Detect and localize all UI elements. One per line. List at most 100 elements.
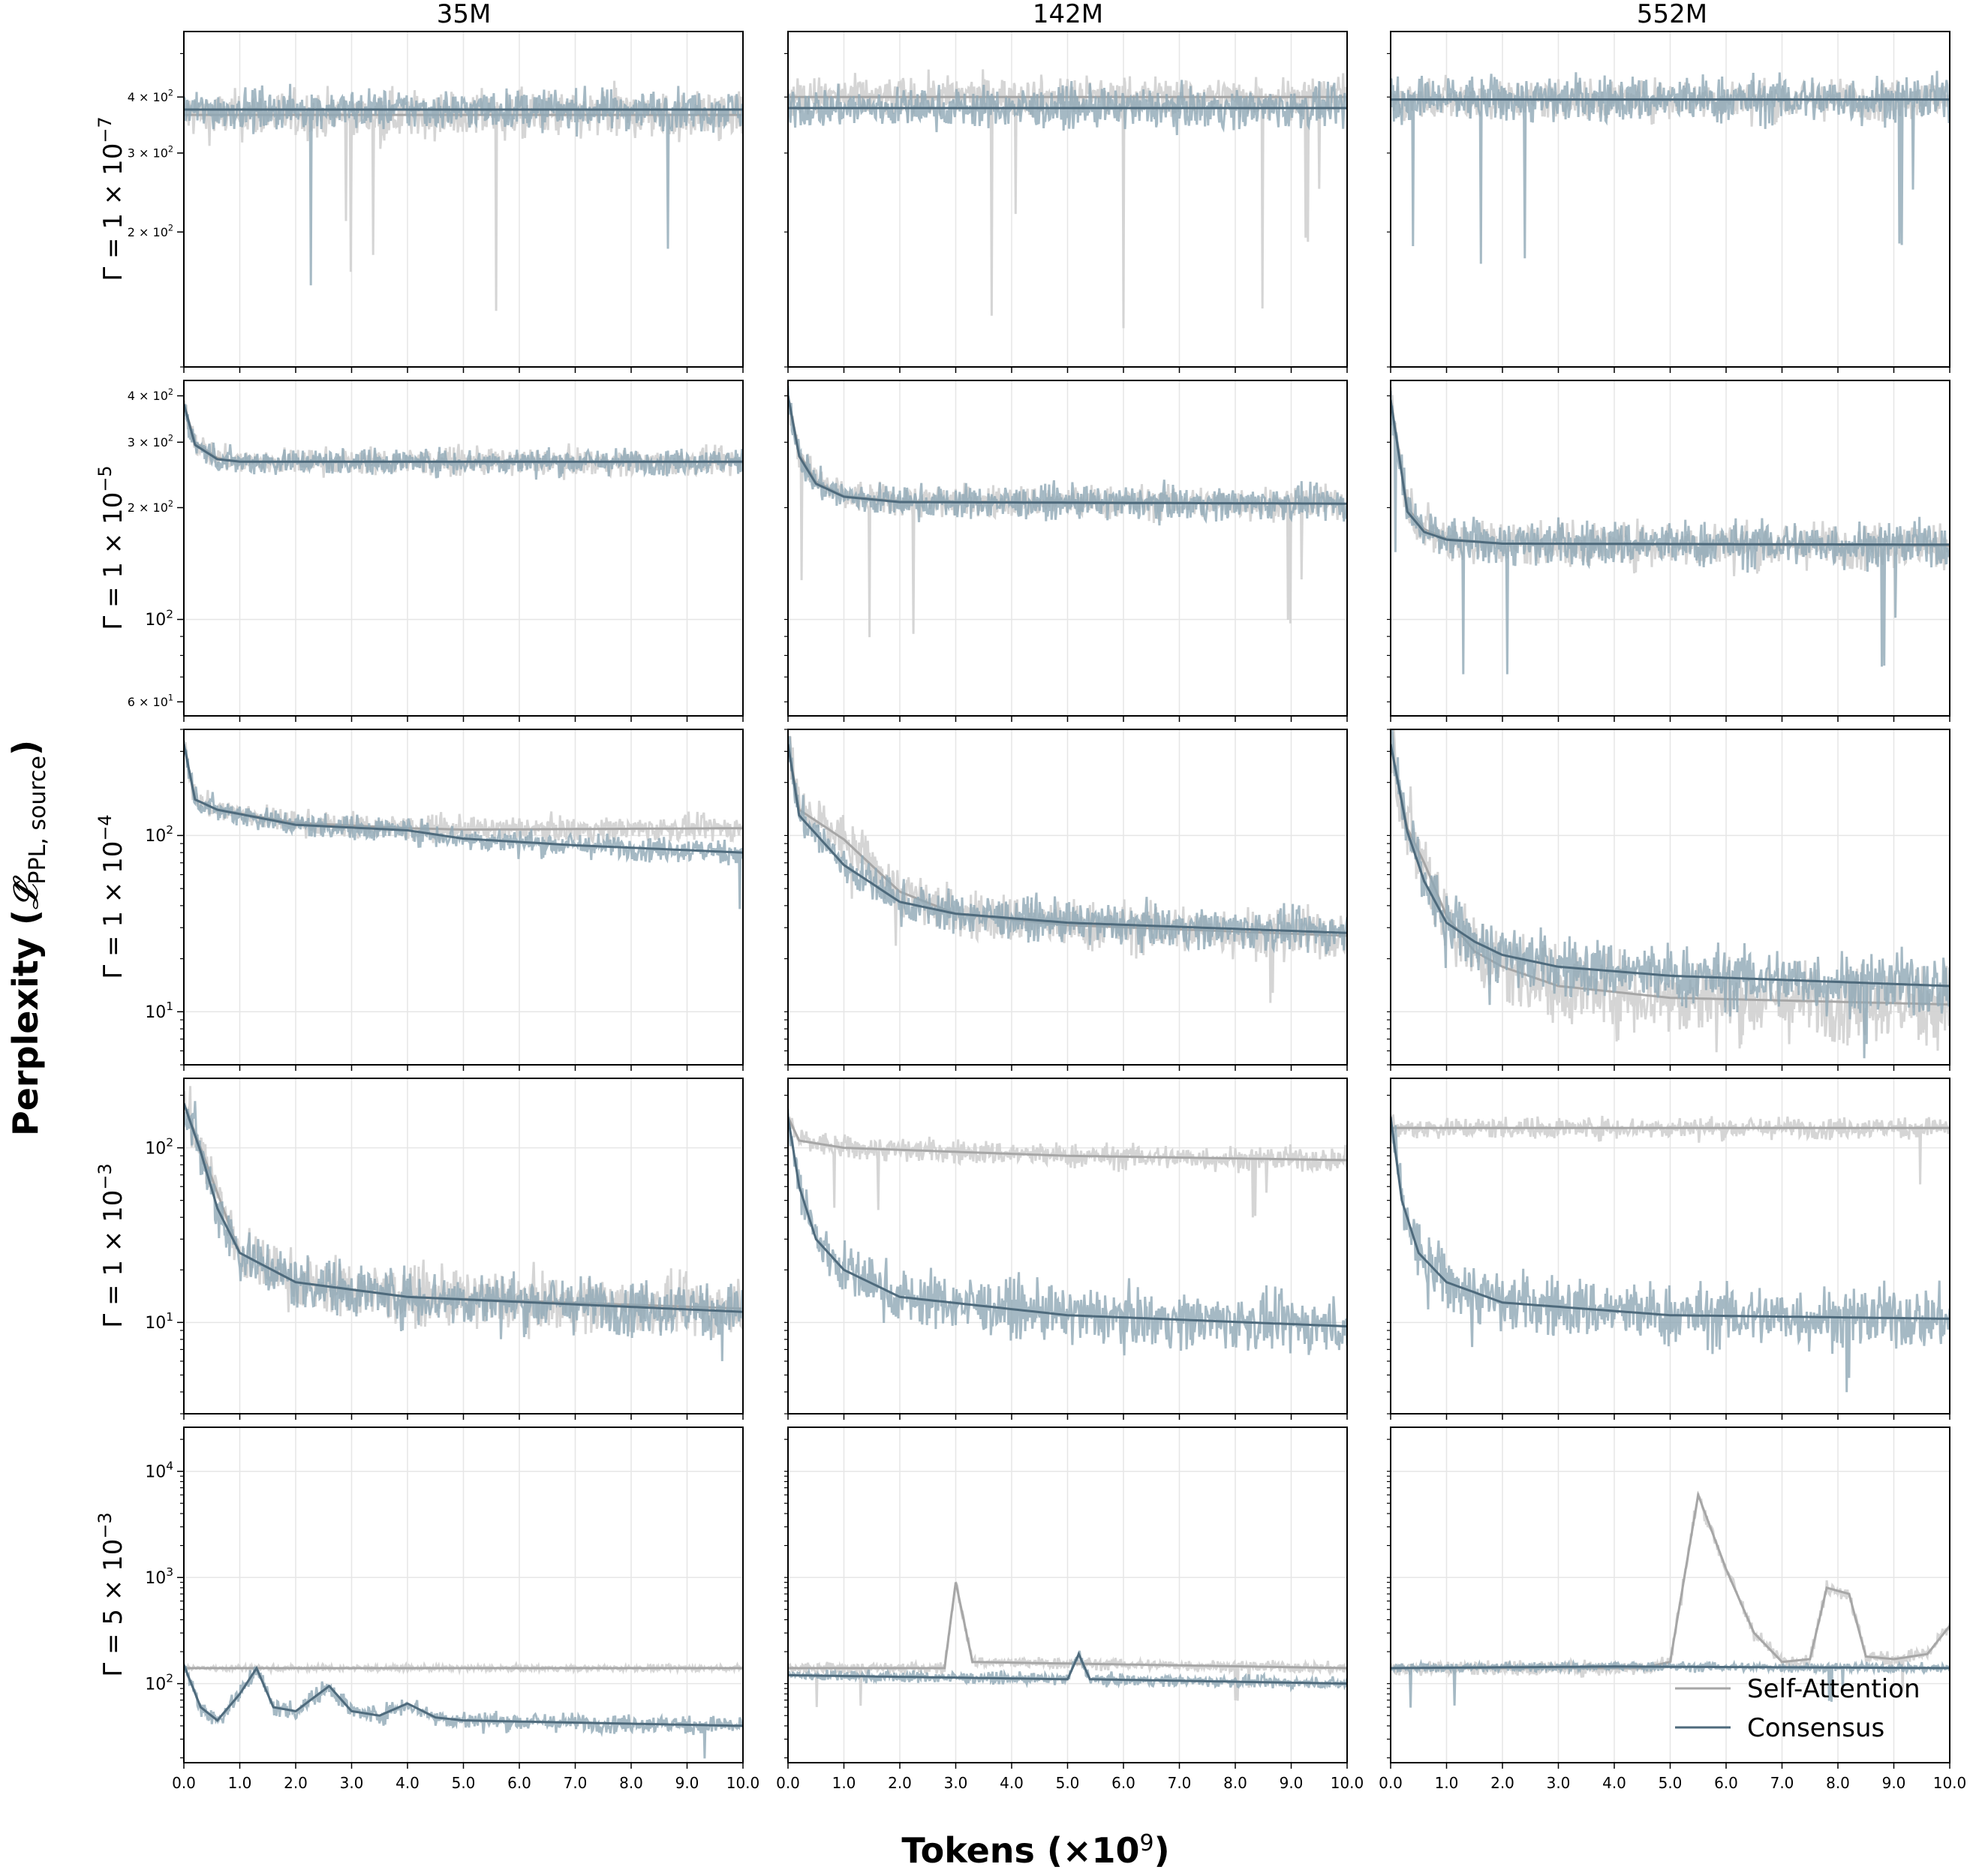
svg-text:Γ = 1 × 10−4: Γ = 1 × 10−4 bbox=[95, 814, 128, 979]
row-label-2: Γ = 1 × 10−4 bbox=[95, 814, 128, 979]
y-tick-label: 102 bbox=[145, 1671, 173, 1694]
y-tick-label: 6 × 101 bbox=[128, 693, 173, 709]
x-tick-label: 1.0 bbox=[228, 1774, 252, 1792]
svg-text:Γ = 1 × 10−3: Γ = 1 × 10−3 bbox=[95, 1163, 128, 1327]
series-raw-consensus bbox=[184, 1663, 743, 1759]
x-tick-label: 10.0 bbox=[1933, 1774, 1967, 1792]
panel-r0-c1 bbox=[784, 31, 1348, 373]
x-tick-label: 9.0 bbox=[1280, 1774, 1304, 1792]
series-self-attention bbox=[788, 1116, 1347, 1162]
row-label-2-base: Γ = 1 × 10 bbox=[98, 841, 128, 979]
row-label-3: Γ = 1 × 10−3 bbox=[95, 1163, 128, 1327]
series-raw-self-attention bbox=[1391, 729, 1950, 1053]
x-tick-label: 3.0 bbox=[944, 1774, 968, 1792]
y-tick-label: 2 × 102 bbox=[128, 499, 173, 515]
svg-text:Γ = 1 × 10−7: Γ = 1 × 10−7 bbox=[95, 116, 128, 281]
row-label-2-exp: −4 bbox=[95, 814, 116, 840]
panel-r4-c0: 0.0 1.0 2.0 3.0 4.0 5.0 6.0 7.0 8.0 9.0 10.0 102 103… bbox=[145, 1427, 759, 1792]
panel-r1-c1 bbox=[784, 380, 1348, 722]
x-tick-label: 10.0 bbox=[726, 1774, 760, 1792]
row-label-4-exp: −3 bbox=[95, 1512, 116, 1538]
x-tick-label: 6.0 bbox=[1111, 1774, 1135, 1792]
x-tick-label: 8.0 bbox=[1826, 1774, 1850, 1792]
series-raw-consensus bbox=[1391, 1658, 1950, 1708]
row-label-3-exp: −3 bbox=[95, 1163, 116, 1189]
x-tick-label: 6.0 bbox=[1714, 1774, 1738, 1792]
series-raw-consensus bbox=[184, 1101, 743, 1361]
x-axis-label-close: ) bbox=[1154, 1830, 1170, 1871]
row-label-1-exp: −5 bbox=[95, 465, 116, 492]
x-tick-label: 4.0 bbox=[1000, 1774, 1024, 1792]
row-label-1: Γ = 1 × 10−5 bbox=[95, 465, 128, 630]
series-raw-consensus bbox=[788, 80, 1347, 136]
svg-text:Γ = 1 × 10−5: Γ = 1 × 10−5 bbox=[95, 465, 128, 630]
y-tick-label: 102 bbox=[145, 607, 173, 630]
row-label-0-exp: −7 bbox=[95, 116, 116, 143]
series-consensus bbox=[1391, 399, 1950, 546]
series-consensus bbox=[1391, 744, 1950, 988]
panel-r2-c0: 101 102 bbox=[145, 729, 744, 1071]
y-axis-label-sub: PPL, source bbox=[25, 756, 51, 885]
series-consensus bbox=[788, 1117, 1347, 1327]
svg-text:Γ = 5 × 10−3: Γ = 5 × 10−3 bbox=[95, 1512, 128, 1676]
panel-r0-c0: 2 × 102 3 × 102 4 × 102 bbox=[128, 31, 744, 373]
column-title-35M: 35M bbox=[437, 0, 492, 29]
x-tick-label: 4.0 bbox=[1602, 1774, 1626, 1792]
panel-r3-c1 bbox=[784, 1078, 1348, 1420]
y-tick-label: 103 bbox=[145, 1565, 173, 1588]
y-tick-label: 101 bbox=[145, 1310, 173, 1333]
legend-label-1: Consensus bbox=[1747, 1713, 1884, 1743]
y-tick-label: 3 × 102 bbox=[128, 434, 173, 449]
row-label-3-base: Γ = 1 × 10 bbox=[98, 1190, 128, 1328]
series-consensus bbox=[1391, 1117, 1950, 1320]
panel-r3-c0: 101 102 bbox=[145, 1078, 744, 1420]
x-tick-label: 9.0 bbox=[1882, 1774, 1906, 1792]
x-tick-label: 3.0 bbox=[1547, 1774, 1571, 1792]
series-consensus bbox=[184, 1102, 743, 1313]
series-consensus bbox=[788, 744, 1347, 934]
y-tick-label: 101 bbox=[145, 1000, 173, 1022]
x-tick-label: 0.0 bbox=[172, 1774, 196, 1792]
row-label-0-base: Γ = 1 × 10 bbox=[98, 143, 128, 281]
x-tick-label: 1.0 bbox=[832, 1774, 856, 1792]
series-consensus bbox=[1391, 1665, 1950, 1670]
panel-r0-c2 bbox=[1387, 31, 1950, 373]
y-axis-label-close: ) bbox=[5, 740, 46, 756]
series-consensus bbox=[184, 404, 743, 463]
series-consensus bbox=[184, 1664, 743, 1727]
x-tick-label: 0.0 bbox=[776, 1774, 800, 1792]
y-tick-label: 3 × 102 bbox=[128, 144, 173, 160]
y-axis-label: Perplexity (𝓛̂PPL, source) bbox=[5, 740, 51, 1136]
panel-r1-c2 bbox=[1387, 380, 1950, 722]
x-tick-label: 8.0 bbox=[1223, 1774, 1247, 1792]
panel-r4-c2: 0.0 1.0 2.0 3.0 4.0 5.0 6.0 7.0 8.0 9.0 10.0 bbox=[1379, 1427, 1966, 1792]
series-consensus bbox=[788, 1651, 1347, 1685]
x-tick-label: 3.0 bbox=[340, 1774, 364, 1792]
x-axis-label-main: Tokens (×10 bbox=[901, 1830, 1139, 1871]
y-tick-label: 104 bbox=[145, 1460, 173, 1482]
row-label-1-base: Γ = 1 × 10 bbox=[98, 492, 128, 630]
x-tick-label: 8.0 bbox=[619, 1774, 643, 1792]
x-tick-label: 0.0 bbox=[1379, 1774, 1403, 1792]
series-raw-consensus bbox=[1391, 390, 1950, 675]
panel-r2-c1 bbox=[784, 729, 1348, 1071]
row-label-4-base: Γ = 5 × 10 bbox=[98, 1539, 128, 1677]
x-axis-label-sup: 9 bbox=[1140, 1830, 1154, 1856]
x-axis-label: Tokens (×109) bbox=[901, 1830, 1169, 1871]
panel-r4-c1: 0.0 1.0 2.0 3.0 4.0 5.0 6.0 7.0 8.0 9.0 10.0 bbox=[776, 1427, 1364, 1792]
x-tick-label: 2.0 bbox=[888, 1774, 912, 1792]
y-tick-label: 4 × 102 bbox=[128, 89, 173, 104]
series-raw-consensus bbox=[184, 404, 743, 480]
x-tick-label: 1.0 bbox=[1435, 1774, 1459, 1792]
x-tick-label: 5.0 bbox=[1659, 1774, 1683, 1792]
x-tick-label: 4.0 bbox=[396, 1774, 420, 1792]
x-tick-label: 7.0 bbox=[564, 1774, 588, 1792]
series-self-attention bbox=[788, 1582, 1347, 1670]
x-tick-label: 2.0 bbox=[284, 1774, 308, 1792]
x-tick-label: 6.0 bbox=[507, 1774, 531, 1792]
column-title-552M: 552M bbox=[1637, 0, 1707, 29]
y-tick-label: 2 × 102 bbox=[128, 224, 173, 239]
column-title-142M: 142M bbox=[1033, 0, 1103, 29]
x-tick-label: 9.0 bbox=[675, 1774, 699, 1792]
